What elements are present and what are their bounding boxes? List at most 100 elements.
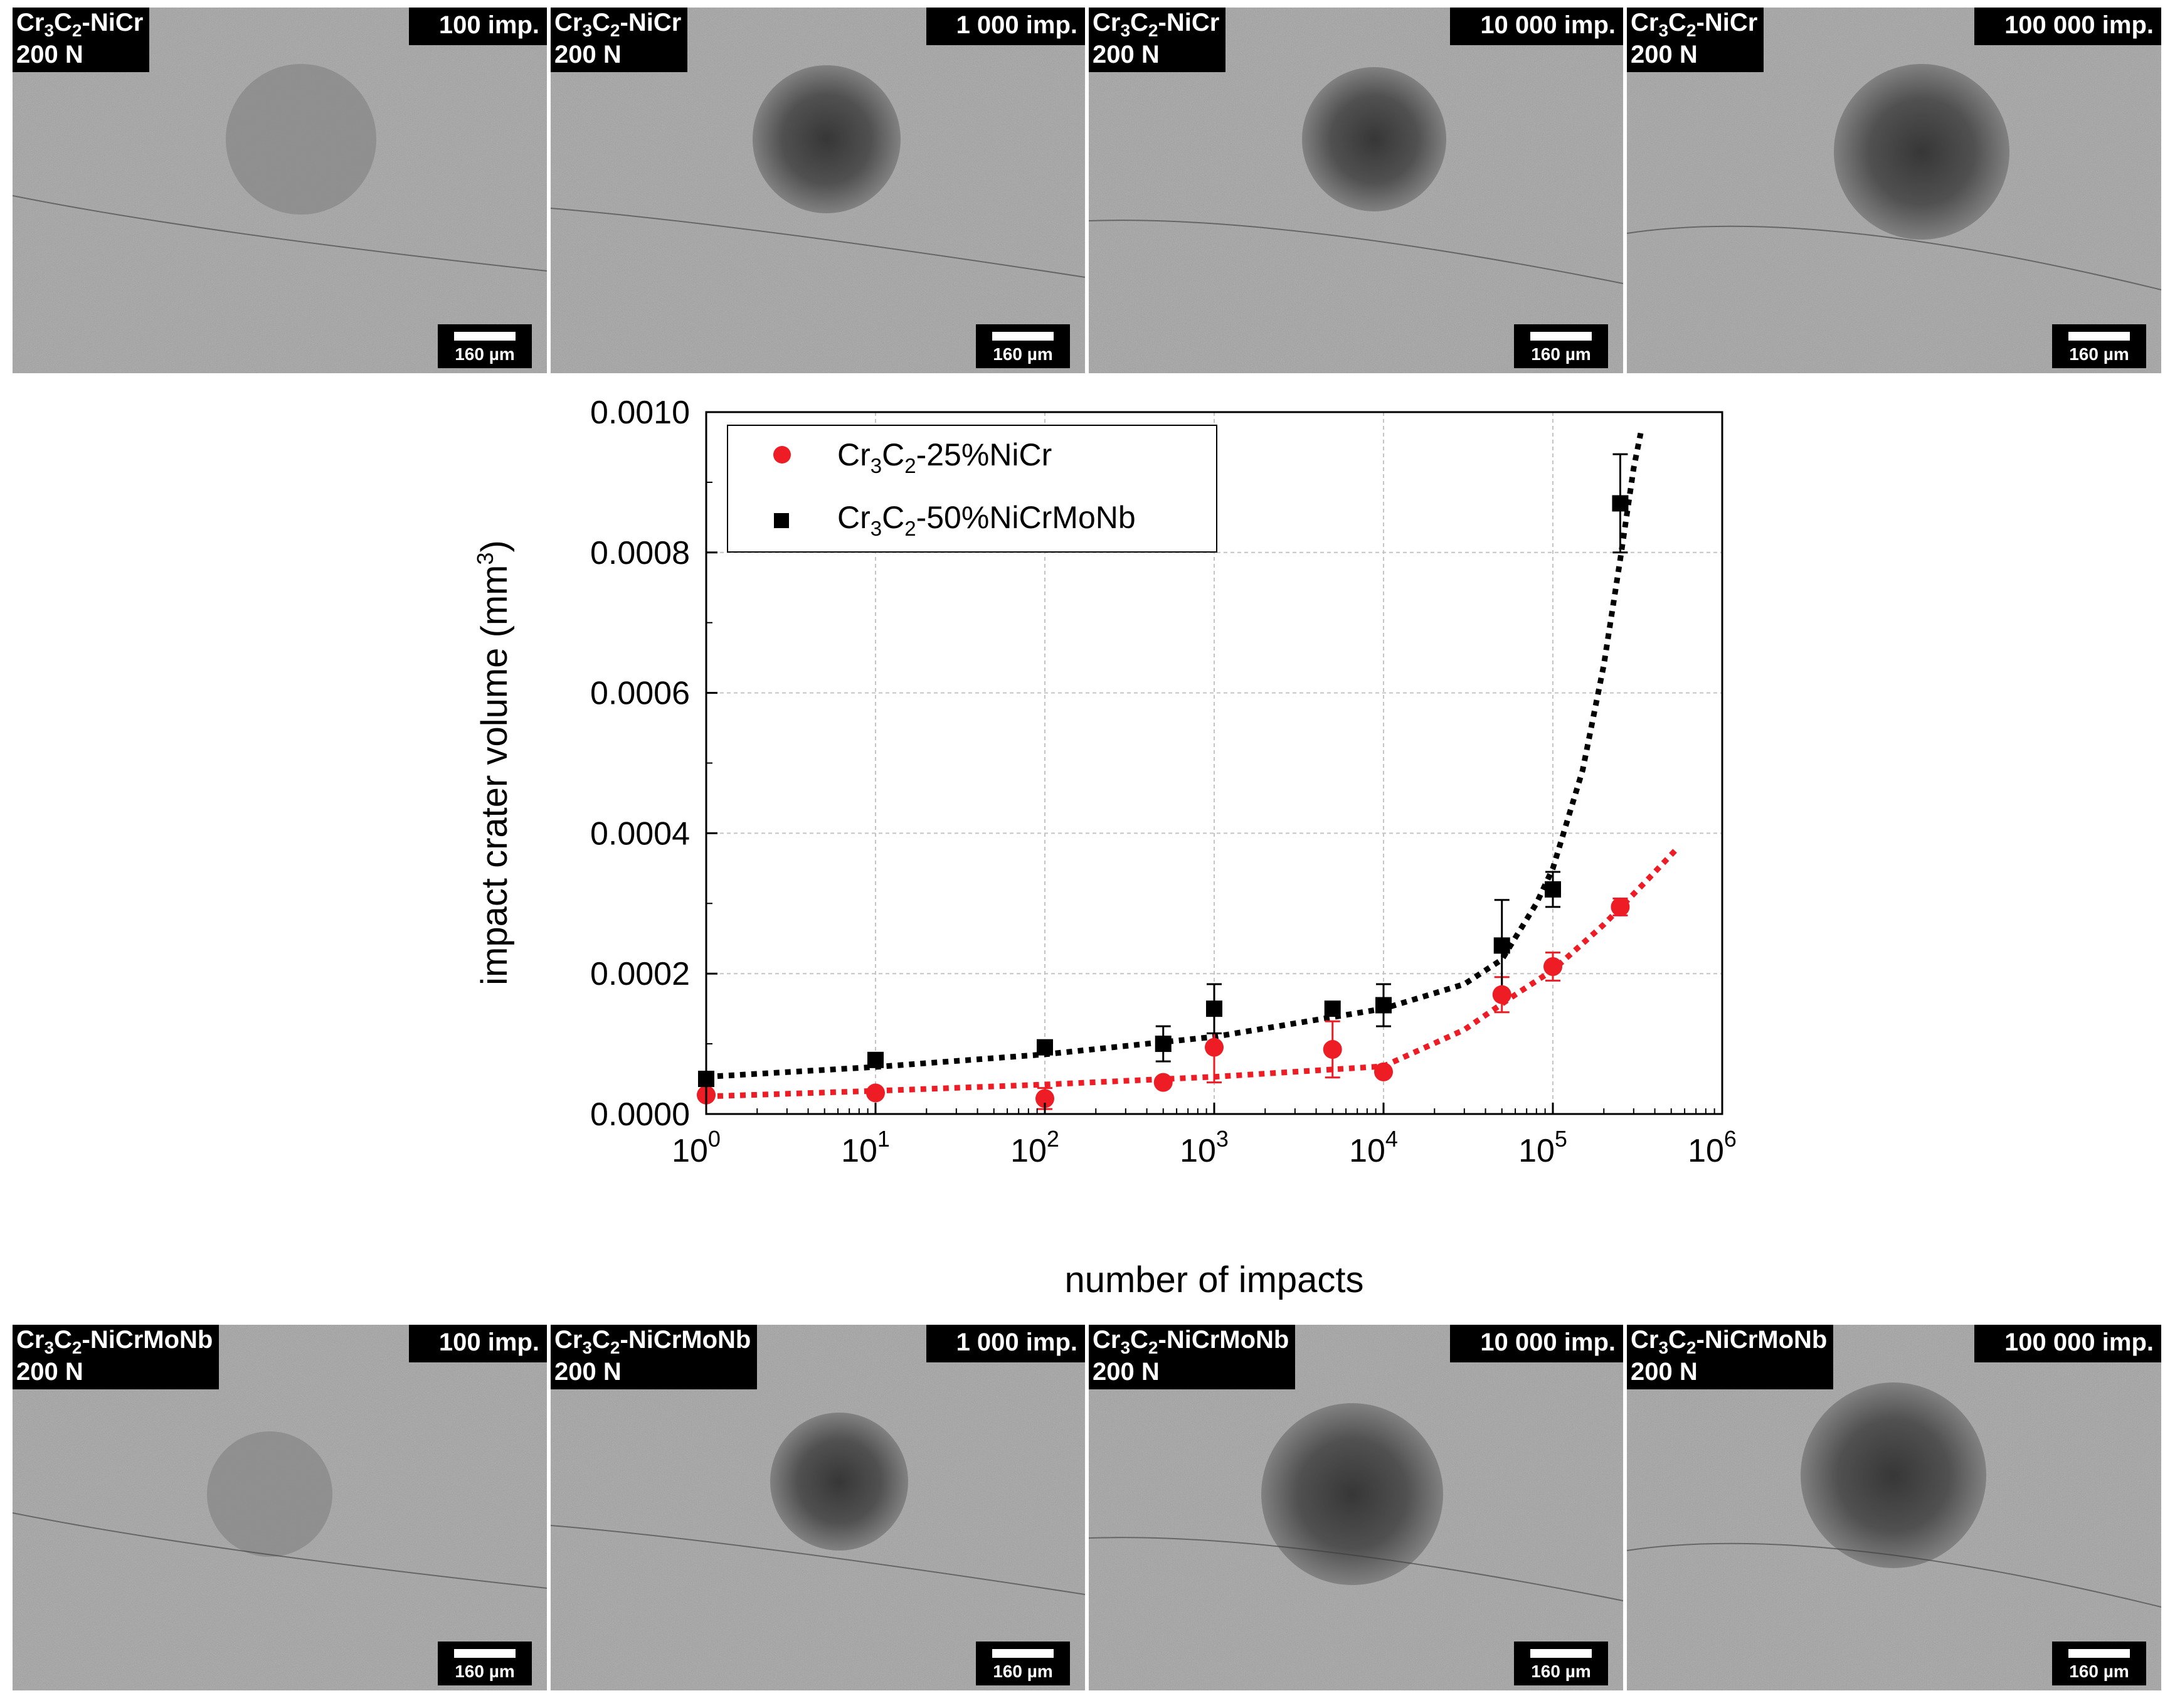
data-point-nicr [1374, 1062, 1393, 1081]
sem-micrograph: Cr3C2-NiCrMoNb 200 N 10 000 imp. 160 µm [1089, 1325, 1623, 1690]
data-point-nicrmonb [1206, 1000, 1222, 1017]
material-label: Cr3C2-NiCrMoNb 200 N [1627, 1325, 1834, 1389]
material-label: Cr3C2-NiCr 200 N [1627, 8, 1764, 72]
data-point-nicrmonb [1037, 1039, 1053, 1056]
micrograph-row-cr3c2-nicrmonb: Cr3C2-NiCrMoNb 200 N 100 imp. 160 µm Cr3C2-N… [13, 1325, 2166, 1690]
scale-bar-line [2068, 1649, 2130, 1658]
scale-bar-label: 160 µm [993, 1662, 1053, 1681]
sem-micrograph: Cr3C2-NiCr 200 N 10 000 imp. 160 µm [1089, 8, 1623, 373]
scale-bar-line [2068, 332, 2130, 341]
x-axis-label: number of impacts [1064, 1260, 1363, 1300]
impact-count-label: 100 imp. [408, 1325, 547, 1362]
axis-ticks: 100 101 102 103 104 105 106 0.0000 0.0002 0.0004 0… [590, 395, 1737, 1169]
impact-crater [1302, 67, 1446, 211]
scale-bar: 160 µm [438, 1642, 532, 1685]
impact-count-label: 10 000 imp. [1450, 1325, 1623, 1362]
scale-bar: 160 µm [976, 324, 1070, 368]
data-point-nicr [1611, 897, 1630, 916]
impact-crater [753, 65, 901, 213]
data-point-nicrmonb [1375, 997, 1392, 1014]
impact-count-label: 100 imp. [408, 8, 547, 45]
scale-bar-label: 160 µm [2069, 1662, 2129, 1681]
load-label: 200 N [16, 40, 83, 68]
data-point-nicrmonb [1545, 881, 1561, 898]
data-point-nicr [1035, 1089, 1054, 1108]
scale-bar-line [992, 332, 1054, 341]
scale-bar-line [454, 1649, 516, 1658]
material-label: Cr3C2-NiCrMoNb 200 N [1089, 1325, 1296, 1389]
y-tick-label: 0.0008 [590, 535, 690, 571]
data-point-nicrmonb [1324, 1000, 1341, 1017]
scale-bar: 160 µm [2052, 1642, 2146, 1685]
legend-marker-nicr [773, 446, 791, 464]
data-point-nicrmonb [867, 1051, 884, 1068]
impact-crater [770, 1413, 908, 1551]
data-point-nicr [1543, 957, 1562, 977]
scale-bar: 160 µm [976, 1642, 1070, 1685]
material-label: Cr3C2-NiCrMoNb 200 N [551, 1325, 758, 1389]
x-tick-label: 100 [672, 1126, 721, 1169]
sem-micrograph: Cr3C2-NiCr 200 N 100 imp. 160 µm [13, 8, 547, 373]
material-label: Cr3C2-NiCr 200 N [13, 8, 150, 72]
sem-micrograph: Cr3C2-NiCrMoNb 200 N 100 000 imp. 160 µm [1627, 1325, 2161, 1690]
y-tick-label: 0.0000 [590, 1096, 690, 1133]
data-point-nicrmonb [1612, 495, 1629, 512]
impact-count-label: 1 000 imp. [926, 1325, 1085, 1362]
load-label: 200 N [1631, 40, 1698, 68]
legend: Cr3C2-25%NiCr Cr3C2-50%NiCrMoNb [727, 425, 1217, 553]
load-label: 200 N [16, 1357, 83, 1386]
x-tick-label: 102 [1010, 1126, 1059, 1169]
scale-bar-label: 160 µm [455, 344, 515, 364]
impact-crater [207, 1431, 332, 1557]
scale-bar: 160 µm [2052, 324, 2146, 368]
legend-label-nicr: Cr3C2-25%NiCr [837, 437, 1052, 477]
data-point-nicr [1205, 1037, 1224, 1057]
material-label: Cr3C2-NiCr 200 N [1089, 8, 1226, 72]
data-point-nicr [1492, 985, 1511, 1004]
material-label: Cr3C2-NiCr 200 N [551, 8, 688, 72]
scale-bar-label: 160 µm [993, 344, 1053, 364]
data-points [697, 495, 1630, 1108]
legend-label-nicrmonb: Cr3C2-50%NiCrMoNb [837, 500, 1136, 540]
x-tick-label: 106 [1688, 1126, 1737, 1169]
micrograph-row-cr3c2-nicr: Cr3C2-NiCr 200 N 100 imp. 160 µm Cr3C2-NiCr 2… [13, 8, 2166, 373]
scale-bar-label: 160 µm [1531, 344, 1591, 364]
y-tick-label: 0.0010 [590, 395, 690, 431]
scale-bar: 160 µm [438, 324, 532, 368]
y-axis-label: impact crater volume (mm3) [472, 540, 515, 985]
impact-count-label: 10 000 imp. [1450, 8, 1623, 45]
scale-bar-label: 160 µm [455, 1662, 515, 1681]
data-point-nicr [866, 1083, 885, 1103]
micrograph-image [1627, 1325, 2161, 1690]
scale-bar-line [454, 332, 516, 341]
x-tick-label: 101 [841, 1126, 890, 1169]
load-label: 200 N [1093, 1357, 1160, 1386]
impact-count-label: 100 000 imp. [1974, 1325, 2161, 1362]
load-label: 200 N [1631, 1357, 1698, 1386]
scale-bar-line [1530, 1649, 1592, 1658]
x-tick-label: 103 [1180, 1126, 1229, 1169]
load-label: 200 N [554, 1357, 622, 1386]
impact-crater-volume-chart: 100 101 102 103 104 105 106 0.0000 0.0002 0.0004 0… [472, 395, 1737, 1300]
y-tick-label: 0.0004 [590, 815, 690, 852]
y-tick-label: 0.0002 [590, 956, 690, 992]
data-point-nicr [1323, 1040, 1342, 1059]
sem-micrograph: Cr3C2-NiCrMoNb 200 N 1 000 imp. 160 µm [551, 1325, 1085, 1690]
scale-bar: 160 µm [1514, 324, 1608, 368]
impact-count-label: 1 000 imp. [926, 8, 1085, 45]
impact-crater [1261, 1403, 1443, 1585]
scale-bar-label: 160 µm [2069, 344, 2129, 364]
legend-box [727, 425, 1217, 553]
legend-marker-nicrmonb [774, 513, 789, 528]
y-tick-label: 0.0006 [590, 676, 690, 712]
sem-micrograph: Cr3C2-NiCr 200 N 100 000 imp. 160 µm [1627, 8, 2161, 373]
data-point-nicrmonb [1493, 937, 1510, 954]
impact-crater [1801, 1382, 1986, 1568]
fit-curve-nicr [706, 845, 1681, 1100]
sem-micrograph: Cr3C2-NiCrMoNb 200 N 100 imp. 160 µm [13, 1325, 547, 1690]
load-label: 200 N [1093, 40, 1160, 68]
scale-bar: 160 µm [1514, 1642, 1608, 1685]
load-label: 200 N [554, 40, 622, 68]
impact-count-label: 100 000 imp. [1974, 8, 2161, 45]
sem-micrograph: Cr3C2-NiCr 200 N 1 000 imp. 160 µm [551, 8, 1085, 373]
